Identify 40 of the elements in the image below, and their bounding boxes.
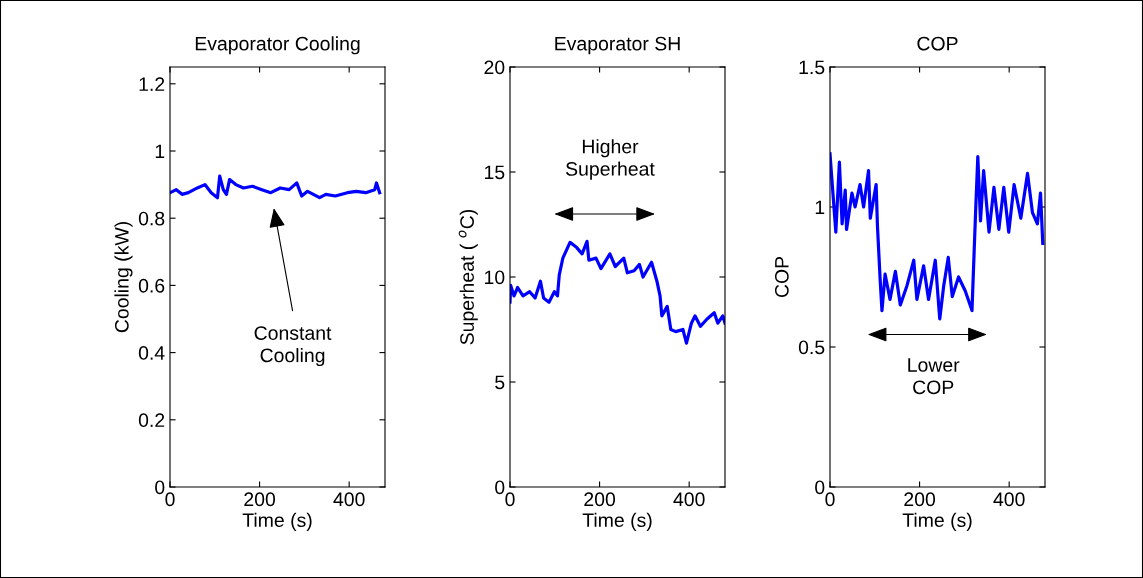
y-tick-label: 0 (815, 480, 825, 495)
annotation: Constant Cooling (254, 326, 332, 367)
x-tick-label: 400 (673, 492, 705, 507)
annotation: Lower COP (908, 358, 960, 395)
x-axis-title: Time (s) (582, 512, 652, 531)
y-tick-label: 1.2 (139, 77, 165, 91)
line-series (830, 152, 1045, 321)
line-series (170, 174, 382, 200)
y-tick-label: 1.5 (799, 60, 825, 75)
x-tick-label: 400 (993, 492, 1025, 507)
x-tick-label: 400 (333, 492, 365, 507)
chart-title: COP (917, 36, 958, 51)
y-tick-label: 0.8 (138, 211, 165, 226)
y-tick-label: 0 (495, 480, 505, 495)
y-tick-label: 0.6 (138, 278, 165, 293)
y-axis-title: COP (774, 256, 789, 298)
y-tick-label: 20 (484, 60, 505, 75)
y-tick-label: 10 (485, 270, 505, 285)
x-tick-label: 200 (584, 492, 616, 507)
y-tick-label: 1 (815, 200, 825, 215)
y-tick-label: 5 (495, 375, 505, 390)
y-tick-label: 0.2 (138, 413, 165, 428)
y-tick-label: 1 (155, 144, 165, 159)
x-axis-title: Time (s) (902, 512, 972, 531)
x-tick-label: 200 (244, 492, 276, 507)
y-tick-label: 0.5 (798, 340, 825, 355)
x-tick-label: 0 (505, 492, 515, 507)
chart-title: Evaporator Cooling (195, 36, 360, 55)
x-tick-label: 200 (904, 492, 936, 507)
line-series (510, 239, 725, 345)
chart-title: Evaporator SH (555, 36, 680, 55)
annotation: Higher Superheat (566, 139, 655, 180)
y-tick-label: 0 (155, 480, 165, 495)
y-tick-label: 15 (485, 165, 505, 180)
y-tick-label: 0.4 (138, 346, 165, 360)
x-axis-title: Time (s) (242, 512, 312, 531)
x-tick-label: 0 (825, 492, 835, 507)
y-axis-title: Cooling (kW) (114, 222, 133, 333)
y-axis-title: Superheat ( $^{o}$C) (458, 209, 478, 345)
x-tick-label: 0 (165, 492, 175, 507)
